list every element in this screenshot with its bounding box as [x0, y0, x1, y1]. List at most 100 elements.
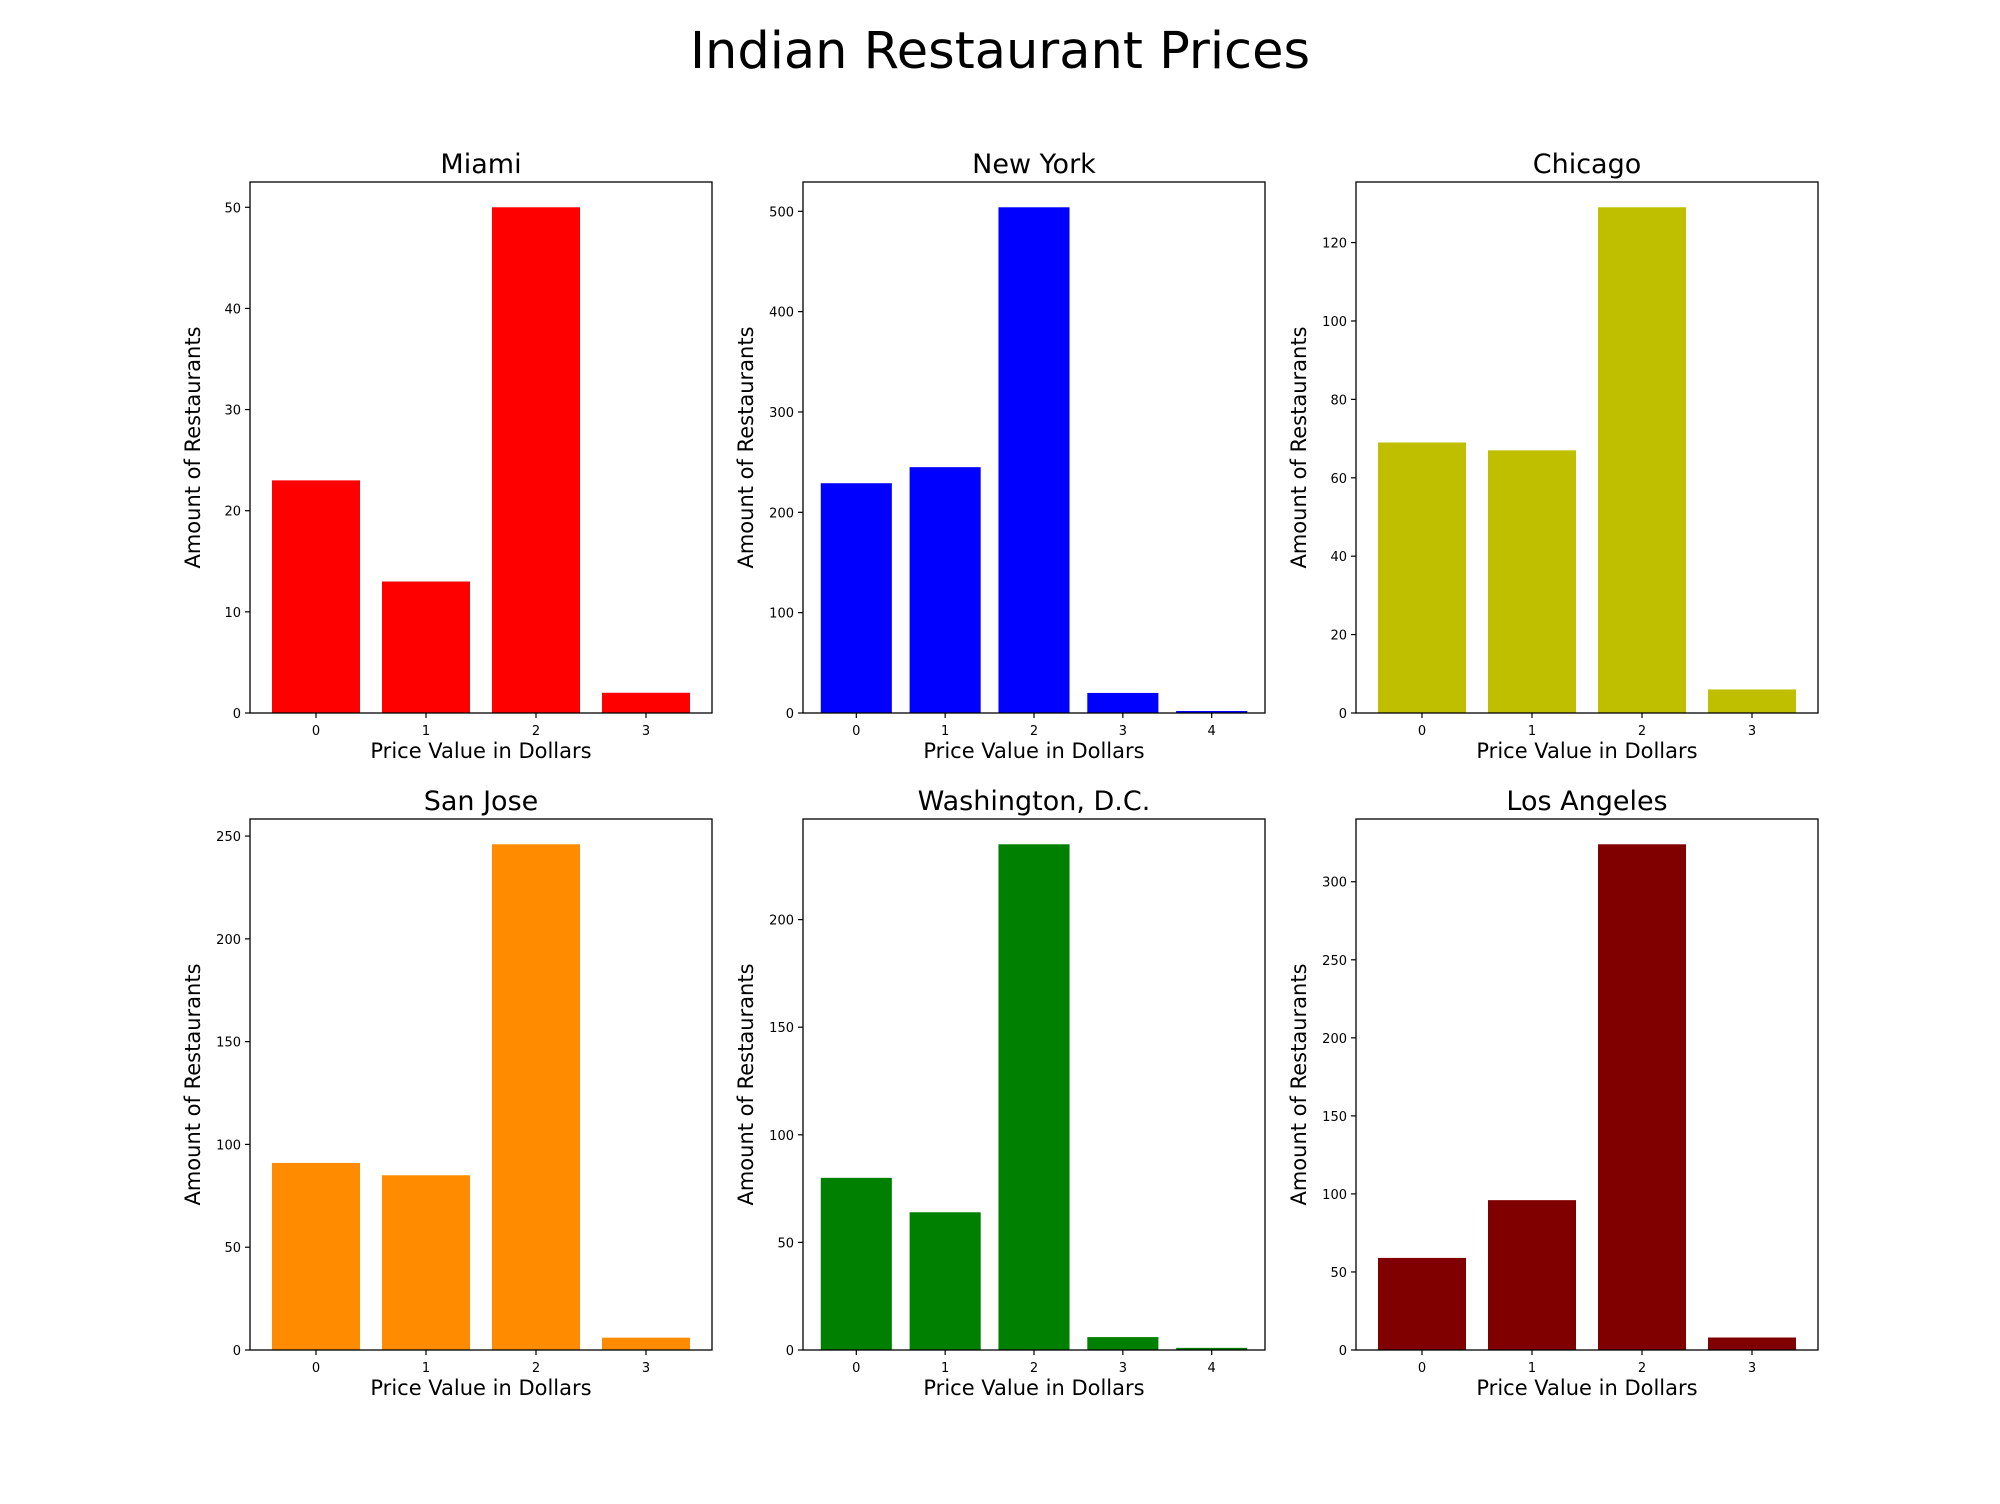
subplot-3: 0 1 2 3 0 50 100 150 200 250 San Jose Price Value i… — [181, 786, 713, 1400]
x-tick-label: 3 — [1748, 724, 1756, 739]
axes-frame — [1355, 818, 1819, 1351]
x-axis-label: Price Value in Dollars — [370, 739, 591, 763]
y-tick-label: 100 — [216, 1138, 241, 1153]
y-tick-label: 0 — [233, 707, 241, 722]
bar — [998, 207, 1070, 714]
y-tick-label: 150 — [216, 1036, 241, 1051]
x-tick-label: 2 — [1638, 724, 1646, 739]
y-tick-label: 0 — [233, 1344, 241, 1359]
x-axis-label: Price Value in Dollars — [1476, 739, 1697, 763]
y-axis-label: Amount of Restaurants — [1287, 326, 1311, 568]
x-tick-label: 1 — [1528, 1361, 1536, 1376]
y-tick-label: 120 — [1322, 237, 1347, 252]
x-tick-label: 0 — [312, 1361, 320, 1376]
x-tick-label: 1 — [941, 724, 949, 739]
y-tick-label: 200 — [216, 933, 241, 948]
bar — [492, 844, 580, 1350]
subplot-title: Miami — [440, 149, 521, 180]
x-tick-label: 3 — [642, 724, 650, 739]
x-tick-label: 3 — [1119, 1361, 1127, 1376]
y-axis-label: Amount of Restaurants — [734, 326, 758, 568]
y-tick-label: 400 — [769, 306, 794, 321]
x-tick-label: 1 — [422, 1361, 430, 1376]
y-tick-label: 50 — [777, 1236, 794, 1251]
axes-frame — [1355, 181, 1819, 714]
x-tick-label: 1 — [422, 724, 430, 739]
y-tick-label: 100 — [1322, 1188, 1347, 1203]
bar — [1176, 710, 1248, 713]
bar — [382, 581, 470, 713]
y-tick-label: 100 — [769, 1129, 794, 1144]
y-tick-label: 20 — [224, 505, 241, 520]
bar — [1488, 1200, 1576, 1350]
y-tick-label: 20 — [1330, 629, 1347, 644]
y-tick-label: 150 — [1322, 1110, 1347, 1125]
y-tick-label: 50 — [224, 1241, 241, 1256]
bar — [492, 207, 580, 714]
bar — [1087, 692, 1159, 713]
x-tick-label: 3 — [642, 1361, 650, 1376]
subplot-5: 0 1 2 3 0 50 100 150 200 250 300 Los Angeles Price V… — [1287, 786, 1819, 1400]
subplot-title: San Jose — [424, 786, 539, 817]
y-axis-label: Amount of Restaurants — [734, 963, 758, 1205]
y-axis-label: Amount of Restaurants — [1287, 963, 1311, 1205]
y-tick-label: 30 — [224, 404, 241, 419]
bar — [1598, 844, 1686, 1350]
y-tick-label: 200 — [1322, 1032, 1347, 1047]
y-tick-label: 200 — [769, 506, 794, 521]
bar — [1087, 1337, 1159, 1350]
bar — [1176, 1347, 1248, 1350]
y-tick-label: 250 — [1322, 954, 1347, 969]
bar — [820, 1177, 892, 1350]
bar — [998, 844, 1070, 1350]
y-tick-label: 300 — [769, 406, 794, 421]
x-tick-label: 1 — [941, 1361, 949, 1376]
y-tick-label: 50 — [1330, 1266, 1347, 1281]
axes-frame — [249, 181, 713, 714]
bar — [909, 1212, 981, 1350]
bar — [602, 1337, 690, 1350]
x-axis-label: Price Value in Dollars — [1476, 1376, 1697, 1400]
y-tick-label: 10 — [224, 606, 241, 621]
bar — [1598, 207, 1686, 714]
x-tick-label: 2 — [1030, 1361, 1038, 1376]
y-tick-label: 300 — [1322, 876, 1347, 891]
bar — [272, 480, 360, 713]
y-tick-label: 250 — [216, 830, 241, 845]
x-tick-label: 3 — [1119, 724, 1127, 739]
subplot-1: 0 1 2 3 4 0 100 200 300 400 500 New York Price Value… — [734, 149, 1266, 763]
x-tick-label: 4 — [1208, 724, 1216, 739]
y-tick-label: 150 — [769, 1021, 794, 1036]
bar — [1378, 442, 1466, 713]
x-tick-label: 2 — [532, 724, 540, 739]
x-tick-label: 2 — [1638, 1361, 1646, 1376]
subplot-2: 0 1 2 3 0 20 40 60 80 100 120 Chicago Price Value in… — [1287, 149, 1819, 763]
y-tick-label: 200 — [769, 914, 794, 929]
bar — [602, 692, 690, 713]
y-axis-label: Amount of Restaurants — [181, 963, 205, 1205]
subplot-title: New York — [972, 149, 1096, 180]
bar — [272, 1162, 360, 1350]
axes-frame — [249, 818, 713, 1351]
y-tick-label: 0 — [1339, 707, 1347, 722]
bar — [1378, 1257, 1466, 1350]
bar — [1708, 689, 1796, 713]
y-axis-label: Amount of Restaurants — [181, 326, 205, 568]
y-tick-label: 50 — [224, 201, 241, 216]
y-tick-label: 60 — [1330, 472, 1347, 487]
subplot-title: Chicago — [1533, 149, 1642, 180]
x-tick-label: 0 — [852, 1361, 860, 1376]
x-axis-label: Price Value in Dollars — [370, 1376, 591, 1400]
x-axis-label: Price Value in Dollars — [923, 739, 1144, 763]
x-axis-label: Price Value in Dollars — [923, 1376, 1144, 1400]
x-tick-label: 0 — [1418, 1361, 1426, 1376]
bar — [1708, 1337, 1796, 1350]
x-tick-label: 0 — [1418, 724, 1426, 739]
y-tick-label: 100 — [1322, 315, 1347, 330]
y-tick-label: 500 — [769, 205, 794, 220]
bar — [382, 1175, 470, 1350]
bar — [820, 483, 892, 713]
